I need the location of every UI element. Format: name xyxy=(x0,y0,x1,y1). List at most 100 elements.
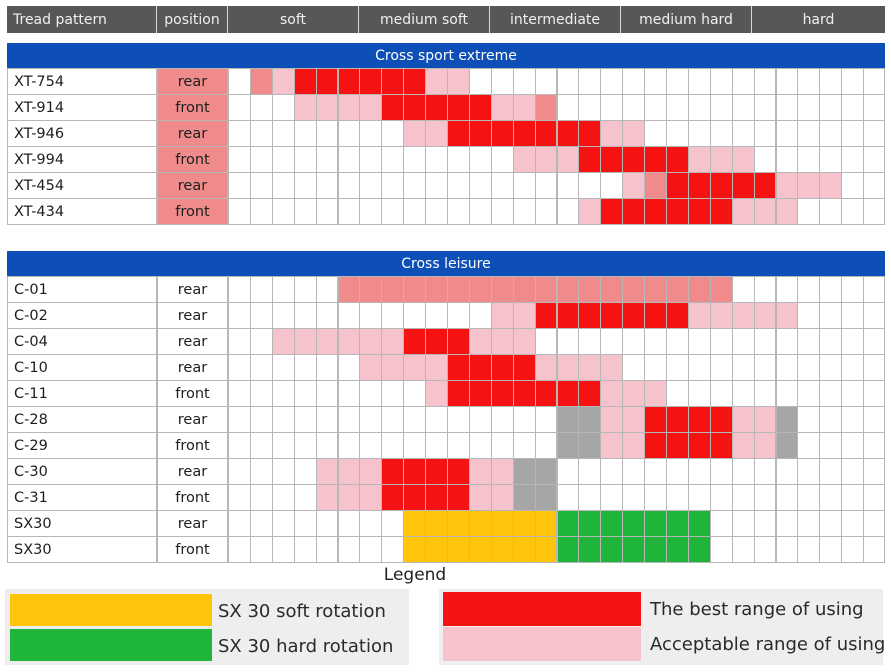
grid-cell xyxy=(556,302,580,329)
grid-cell xyxy=(578,302,602,329)
grid-cell xyxy=(490,120,514,147)
grid-cell xyxy=(863,146,885,173)
grid-cell xyxy=(775,146,799,173)
grid-cell xyxy=(315,68,339,95)
grid-cell xyxy=(381,432,405,459)
grid-cell xyxy=(687,120,711,147)
grid-cell xyxy=(534,94,558,121)
grid-cell xyxy=(709,328,733,355)
grid-cell xyxy=(556,432,580,459)
grid-cell xyxy=(425,536,448,563)
grid-cell xyxy=(315,458,339,485)
grid-cell xyxy=(666,484,689,511)
grid-cell xyxy=(337,146,361,173)
grid-cell xyxy=(687,510,711,537)
grid-cell xyxy=(863,484,885,511)
grid-cell xyxy=(468,484,492,511)
grid-cell xyxy=(249,536,273,563)
grid-cell xyxy=(578,354,602,381)
grid-cell xyxy=(534,458,558,485)
grid-cell xyxy=(622,484,646,511)
grid-cell xyxy=(293,120,317,147)
grid-cell xyxy=(797,198,821,225)
grid-cell xyxy=(249,432,273,459)
range-header-soft: soft xyxy=(228,6,359,33)
grid-cell xyxy=(359,510,383,537)
grid-cell xyxy=(775,380,799,407)
grid-cell xyxy=(797,510,821,537)
grid-cell xyxy=(447,94,470,121)
grid-cell xyxy=(315,276,339,303)
grid-cell xyxy=(556,484,580,511)
grid-cell xyxy=(797,380,821,407)
grid-cell xyxy=(315,432,339,459)
grid-cell xyxy=(622,458,646,485)
row-label-position: rear xyxy=(157,302,228,329)
grid-cell xyxy=(403,354,427,381)
row-label-position: front xyxy=(157,198,228,225)
grid-cell xyxy=(490,380,514,407)
grid-cell xyxy=(403,328,427,355)
grid-cell xyxy=(622,68,646,95)
grid-cell xyxy=(447,68,470,95)
grid-cell xyxy=(687,458,711,485)
grid-cell xyxy=(622,198,646,225)
range-header-hard: hard xyxy=(752,6,885,33)
row-label-tread: C-02 xyxy=(7,302,157,329)
grid-cell xyxy=(863,458,885,485)
grid-cell xyxy=(468,458,492,485)
grid-cell xyxy=(468,198,492,225)
position-header: position xyxy=(157,6,228,33)
row-label-position: rear xyxy=(157,328,228,355)
grid-cell xyxy=(425,328,448,355)
row-label-position: rear xyxy=(157,120,228,147)
grid-cell xyxy=(534,198,558,225)
grid-cell xyxy=(403,276,427,303)
grid-cell xyxy=(381,406,405,433)
grid-cell xyxy=(490,172,514,199)
grid-cell xyxy=(359,328,383,355)
grid-cell xyxy=(228,510,251,537)
grid-cell xyxy=(403,484,427,511)
grid-cell xyxy=(622,510,646,537)
grid-cell xyxy=(490,302,514,329)
grid-cell xyxy=(293,354,317,381)
grid-cell xyxy=(337,484,361,511)
grid-cell xyxy=(863,302,885,329)
grid-cell xyxy=(381,120,405,147)
grid-cell xyxy=(600,302,624,329)
grid-cell xyxy=(753,276,777,303)
grid-cell xyxy=(709,458,733,485)
grid-cell xyxy=(578,120,602,147)
grid-cell xyxy=(819,406,843,433)
grid-cell xyxy=(512,172,536,199)
grid-cell xyxy=(841,172,865,199)
grid-cell xyxy=(490,406,514,433)
grid-cell xyxy=(337,302,361,329)
grid-cell xyxy=(468,68,492,95)
grid-cell xyxy=(819,354,843,381)
grid-cell xyxy=(644,302,667,329)
grid-cell xyxy=(447,354,470,381)
grid-cell xyxy=(315,484,339,511)
grid-cell xyxy=(534,380,558,407)
grid-cell xyxy=(863,94,885,121)
grid-cell xyxy=(863,172,885,199)
grid-cell xyxy=(709,432,733,459)
grid-cell xyxy=(403,536,427,563)
grid-cell xyxy=(709,146,733,173)
grid-cell xyxy=(753,198,777,225)
grid-cell xyxy=(381,146,405,173)
grid-cell xyxy=(315,380,339,407)
grid-cell xyxy=(644,354,667,381)
grid-cell xyxy=(512,146,536,173)
grid-cell xyxy=(666,146,689,173)
grid-cell xyxy=(687,94,711,121)
grid-cell xyxy=(425,458,448,485)
grid-cell xyxy=(666,302,689,329)
grid-cell xyxy=(403,68,427,95)
grid-cell xyxy=(271,68,295,95)
grid-cell xyxy=(249,406,273,433)
grid-cell xyxy=(687,354,711,381)
grid-cell xyxy=(753,68,777,95)
